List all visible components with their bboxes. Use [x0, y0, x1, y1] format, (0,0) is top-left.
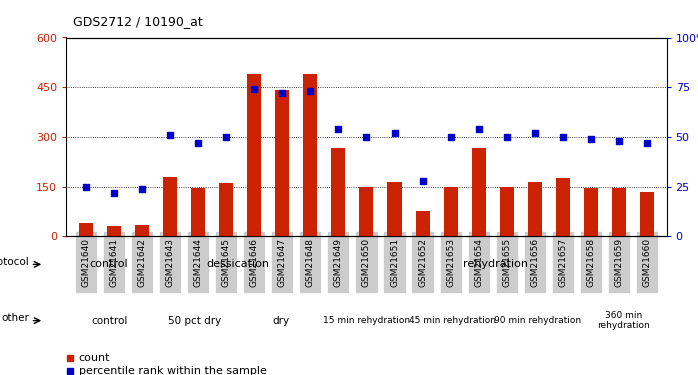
- Bar: [387, 182, 401, 236]
- Text: 50 pct dry: 50 pct dry: [168, 316, 221, 326]
- Text: 90 min rehydration: 90 min rehydration: [494, 316, 581, 325]
- Bar: [332, 148, 346, 236]
- Bar: [584, 188, 598, 236]
- Point: [276, 90, 288, 96]
- Text: percentile rank within the sample: percentile rank within the sample: [79, 366, 267, 375]
- Bar: [556, 178, 570, 236]
- Bar: [304, 74, 318, 236]
- Bar: [79, 223, 93, 236]
- Point: [557, 134, 568, 140]
- Point: [165, 132, 176, 138]
- Point: [417, 178, 428, 184]
- Point: [137, 186, 148, 192]
- Text: rehydration: rehydration: [463, 260, 528, 269]
- Text: dessication: dessication: [207, 260, 269, 269]
- Bar: [275, 90, 289, 236]
- Text: 45 min rehydration: 45 min rehydration: [409, 316, 496, 325]
- Point: [501, 134, 512, 140]
- Text: control: control: [90, 260, 128, 269]
- Point: [80, 184, 91, 190]
- Point: [389, 130, 400, 136]
- Point: [248, 86, 260, 92]
- Bar: [219, 183, 233, 236]
- Bar: [500, 187, 514, 236]
- Text: 360 min
rehydration: 360 min rehydration: [597, 311, 650, 330]
- Point: [445, 134, 456, 140]
- Bar: [359, 187, 373, 236]
- Point: [641, 140, 653, 146]
- Text: GDS2712 / 10190_at: GDS2712 / 10190_at: [73, 15, 203, 28]
- Point: [361, 134, 372, 140]
- Bar: [612, 188, 626, 236]
- Bar: [191, 188, 205, 236]
- Bar: [135, 225, 149, 236]
- Point: [614, 138, 625, 144]
- Point: [193, 140, 204, 146]
- Point: [305, 88, 316, 94]
- Point: [108, 189, 119, 195]
- Point: [221, 134, 232, 140]
- Text: protocol: protocol: [0, 257, 29, 267]
- Bar: [444, 187, 458, 236]
- Bar: [107, 226, 121, 236]
- Bar: [163, 177, 177, 236]
- Bar: [640, 192, 654, 236]
- Point: [473, 126, 484, 132]
- Bar: [247, 74, 261, 236]
- Point: [529, 130, 540, 136]
- Text: count: count: [79, 353, 110, 363]
- Text: other: other: [1, 313, 29, 322]
- Bar: [415, 211, 429, 236]
- Bar: [472, 148, 486, 236]
- Point: [333, 126, 344, 132]
- Point: [585, 136, 596, 142]
- Text: control: control: [91, 316, 127, 326]
- Text: dry: dry: [272, 316, 289, 326]
- Text: 15 min rehydration: 15 min rehydration: [323, 316, 410, 325]
- Bar: [528, 182, 542, 236]
